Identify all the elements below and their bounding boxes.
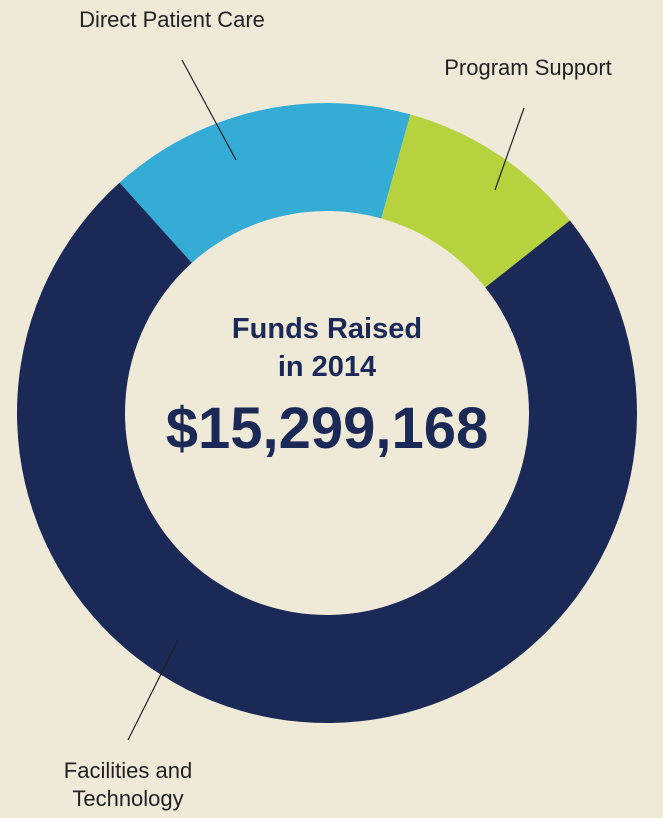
center-total: $15,299,168 xyxy=(166,396,489,461)
center-title: Funds Raised xyxy=(232,313,422,345)
donut-segment xyxy=(17,182,638,723)
donut-segment xyxy=(381,114,570,288)
slice-label: Program Support xyxy=(444,55,612,80)
slice-label: Direct Patient Care xyxy=(79,7,265,32)
leader-line xyxy=(181,59,237,161)
center-title: in 2014 xyxy=(278,351,376,383)
slice-label: Facilities and Technology xyxy=(63,758,193,811)
leader-line xyxy=(494,107,525,191)
leader-line xyxy=(127,639,179,741)
segments xyxy=(17,102,638,723)
donut-segment xyxy=(119,102,411,263)
